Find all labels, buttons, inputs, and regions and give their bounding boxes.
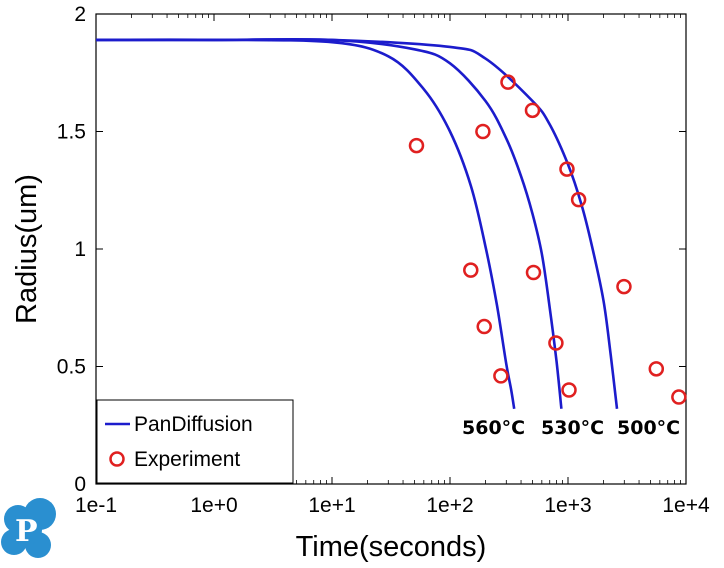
experiment-point xyxy=(525,264,542,281)
legend-label-experiment: Experiment xyxy=(134,448,240,471)
experiment-point xyxy=(408,137,425,154)
x-tick-label: 1e+1 xyxy=(308,494,355,517)
experiment-point xyxy=(524,102,541,119)
experiment-point xyxy=(493,368,509,384)
x-tick-label: 1e+2 xyxy=(426,494,473,517)
annotation-560: 560°C xyxy=(462,417,525,439)
legend-marker-swatch xyxy=(109,451,125,467)
experiment-point xyxy=(548,335,564,351)
y-tick-label: 1.5 xyxy=(57,121,86,144)
y-tick-label: 0 xyxy=(74,473,86,496)
experiment-point xyxy=(463,262,479,278)
model-curves xyxy=(95,37,619,410)
model-curve-500 xyxy=(95,38,619,409)
annotation-500: 500°C xyxy=(617,417,680,439)
x-tick-label: 1e+0 xyxy=(190,494,237,517)
y-tick-label: 0.5 xyxy=(57,356,86,379)
legend: PanDiffusion Experiment xyxy=(96,399,294,484)
y-tick-label: 1 xyxy=(74,238,86,261)
experiment-point xyxy=(559,161,575,177)
y-axis-title: Radius(um) xyxy=(11,174,43,324)
svg-text:P: P xyxy=(15,514,38,549)
x-tick-label: 1e+4 xyxy=(662,494,710,517)
experiment-point xyxy=(475,123,491,140)
experiment-point xyxy=(570,191,587,208)
annotation-530: 530°C xyxy=(541,417,604,439)
x-tick-label: 1e+3 xyxy=(544,494,591,517)
legend-box xyxy=(96,399,294,484)
experiment-point xyxy=(671,389,687,405)
logo: P xyxy=(1,498,56,558)
experiment-point xyxy=(500,74,516,90)
x-tick-label: 1e-1 xyxy=(75,494,117,517)
legend-label-pandiffusion: PanDiffusion xyxy=(134,413,253,436)
experiment-markers xyxy=(408,74,687,405)
experiment-point xyxy=(561,382,577,398)
y-tick-label: 2 xyxy=(74,3,86,26)
experiment-point xyxy=(476,318,492,335)
experiment-point xyxy=(616,278,632,295)
x-axis-title: Time(seconds) xyxy=(296,531,487,563)
annotations: 560°C 530°C 500°C xyxy=(462,417,680,439)
axis-ticks: 1e-1 1e+0 1e+1 1e+2 1e+3 1e+4 0 0.5 1 1.5 2 xyxy=(57,3,710,517)
experiment-point xyxy=(648,361,665,377)
